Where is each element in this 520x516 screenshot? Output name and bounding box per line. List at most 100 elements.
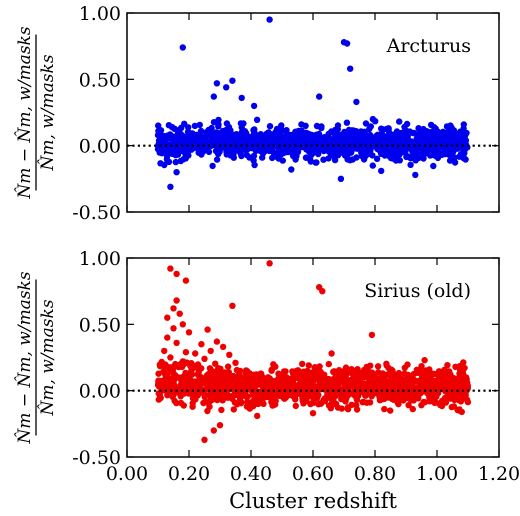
- x-tick-label: 0.20: [168, 463, 210, 485]
- data-point: [331, 136, 338, 144]
- data-point: [405, 402, 412, 409]
- data-point: [244, 398, 251, 406]
- data-point: [345, 387, 352, 394]
- data-point: [167, 265, 174, 272]
- data-point: [378, 125, 385, 132]
- data-point: [246, 154, 253, 161]
- data-point: [212, 147, 220, 155]
- data-point: [307, 400, 314, 408]
- data-point: [428, 133, 435, 140]
- data-point: [196, 121, 203, 129]
- data-point: [223, 120, 231, 127]
- data-point: [236, 395, 244, 402]
- data-point: [289, 368, 296, 375]
- data-point: [233, 366, 241, 374]
- data-point: [294, 382, 301, 389]
- data-point: [460, 359, 467, 366]
- data-point: [418, 363, 425, 370]
- data-point: [353, 396, 361, 403]
- data-point: [224, 394, 231, 401]
- data-point: [401, 364, 408, 371]
- data-point: [213, 338, 221, 345]
- data-point: [172, 158, 179, 166]
- data-point: [173, 270, 180, 278]
- data-point: [269, 382, 276, 390]
- data-point: [173, 297, 180, 304]
- data-point: [186, 135, 194, 143]
- x-tick-label: 0.00: [106, 463, 148, 485]
- data-point: [307, 158, 314, 165]
- data-point: [172, 374, 179, 382]
- data-point: [176, 310, 183, 317]
- data-point: [292, 402, 299, 410]
- data-point: [223, 84, 230, 91]
- scatter-series: [154, 16, 471, 190]
- data-point: [402, 138, 409, 145]
- data-point: [344, 406, 352, 413]
- data-point: [299, 360, 306, 368]
- data-point: [218, 406, 225, 414]
- data-point: [444, 362, 451, 369]
- data-point: [274, 125, 282, 133]
- data-point: [378, 167, 385, 175]
- data-point: [309, 410, 317, 417]
- data-point: [268, 366, 275, 373]
- data-point: [311, 364, 318, 371]
- data-point: [450, 403, 458, 410]
- data-point: [369, 162, 376, 169]
- data-point: [434, 154, 442, 162]
- data-point: [360, 380, 367, 387]
- data-point: [263, 384, 271, 391]
- data-point: [310, 376, 317, 384]
- data-point: [447, 134, 454, 142]
- data-point: [161, 362, 168, 369]
- y-axis-label: N̂m − N̂m, w/masks N̂m, w/masks: [15, 26, 58, 199]
- data-point: [367, 362, 374, 369]
- x-tick-label: 1.00: [416, 463, 458, 485]
- data-point: [179, 44, 186, 51]
- data-point: [308, 131, 315, 139]
- data-point: [320, 135, 328, 142]
- data-point: [398, 129, 405, 137]
- data-point: [385, 393, 392, 400]
- data-point: [321, 395, 328, 403]
- data-point: [295, 387, 303, 394]
- data-point: [441, 370, 448, 377]
- data-point: [460, 155, 468, 162]
- data-point: [374, 363, 382, 370]
- data-point: [451, 154, 458, 161]
- data-point: [195, 378, 203, 385]
- data-point: [374, 131, 381, 138]
- data-point: [453, 133, 460, 141]
- data-point: [369, 152, 376, 159]
- data-point: [254, 412, 261, 420]
- data-point: [188, 360, 195, 367]
- data-point: [188, 367, 195, 374]
- data-point: [285, 375, 292, 382]
- data-point: [179, 321, 186, 328]
- data-point: [173, 339, 180, 347]
- data-point: [182, 277, 190, 284]
- y-axis-label-denominator: N̂m, w/masks: [38, 54, 58, 171]
- y-tick-label: -0.50: [72, 447, 121, 469]
- data-point: [460, 383, 467, 391]
- data-point: [390, 131, 397, 138]
- data-point: [348, 401, 355, 408]
- data-point: [201, 393, 208, 401]
- data-point: [432, 370, 439, 378]
- data-point: [412, 171, 419, 179]
- data-point: [343, 40, 351, 47]
- data-point: [216, 422, 224, 429]
- data-point: [430, 162, 437, 170]
- data-point: [272, 397, 279, 405]
- data-point: [310, 142, 318, 150]
- data-point: [157, 160, 164, 167]
- data-point: [201, 355, 208, 362]
- data-point: [369, 381, 377, 388]
- data-point: [385, 125, 392, 132]
- data-point: [347, 65, 354, 72]
- data-point: [242, 375, 249, 382]
- data-point: [180, 156, 187, 163]
- data-point: [329, 376, 337, 383]
- data-point: [155, 122, 162, 129]
